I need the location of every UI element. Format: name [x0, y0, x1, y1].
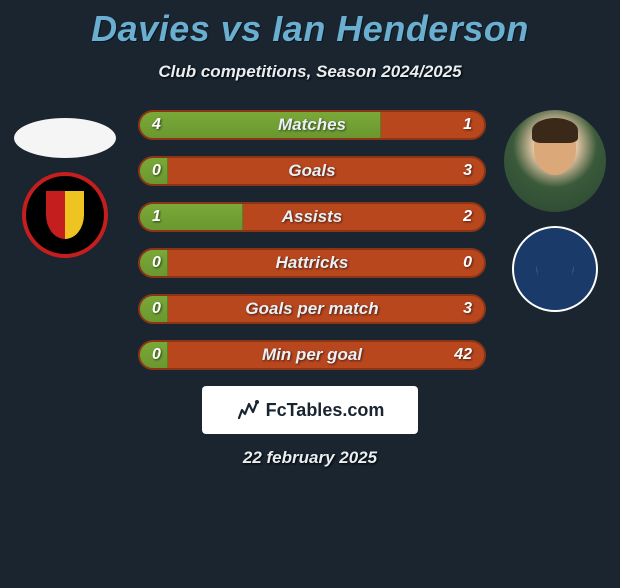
- left-player-column: [0, 110, 130, 258]
- right-club-badge: [512, 226, 598, 312]
- stat-label: Assists: [140, 204, 484, 230]
- watermark-text: FcTables.com: [266, 400, 385, 421]
- left-club-badge: [22, 172, 108, 258]
- right-player-column: [490, 110, 620, 312]
- footer-date: 22 february 2025: [0, 448, 620, 468]
- stat-label: Goals: [140, 158, 484, 184]
- right-player-avatar: [504, 110, 606, 212]
- stat-value-right: 3: [463, 296, 472, 322]
- page-title: Davies vs Ian Henderson: [0, 8, 620, 50]
- stat-value-right: 42: [454, 342, 472, 368]
- comparison-content: 4 Matches 1 0 Goals 3 1 Assists 2 0 Hatt…: [0, 110, 620, 468]
- stat-value-right: 0: [463, 250, 472, 276]
- stat-label: Matches: [140, 112, 484, 138]
- stat-value-right: 3: [463, 158, 472, 184]
- stat-row-goals: 0 Goals 3: [138, 156, 486, 186]
- stat-value-right: 2: [463, 204, 472, 230]
- stat-row-matches: 4 Matches 1: [138, 110, 486, 140]
- ebbsfleet-shield-icon: [46, 191, 84, 239]
- rochdale-shield-icon: [537, 247, 573, 291]
- page-subtitle: Club competitions, Season 2024/2025: [0, 62, 620, 82]
- stat-row-assists: 1 Assists 2: [138, 202, 486, 232]
- watermark-badge: FcTables.com: [202, 386, 418, 434]
- stat-row-min-per-goal: 0 Min per goal 42: [138, 340, 486, 370]
- stat-row-goals-per-match: 0 Goals per match 3: [138, 294, 486, 324]
- stat-label: Hattricks: [140, 250, 484, 276]
- fctables-logo-icon: [236, 398, 260, 422]
- stat-label: Min per goal: [140, 342, 484, 368]
- stat-value-right: 1: [463, 112, 472, 138]
- stat-row-hattricks: 0 Hattricks 0: [138, 248, 486, 278]
- left-player-avatar: [14, 118, 116, 158]
- stat-label: Goals per match: [140, 296, 484, 322]
- stat-bars-container: 4 Matches 1 0 Goals 3 1 Assists 2 0 Hatt…: [134, 110, 486, 370]
